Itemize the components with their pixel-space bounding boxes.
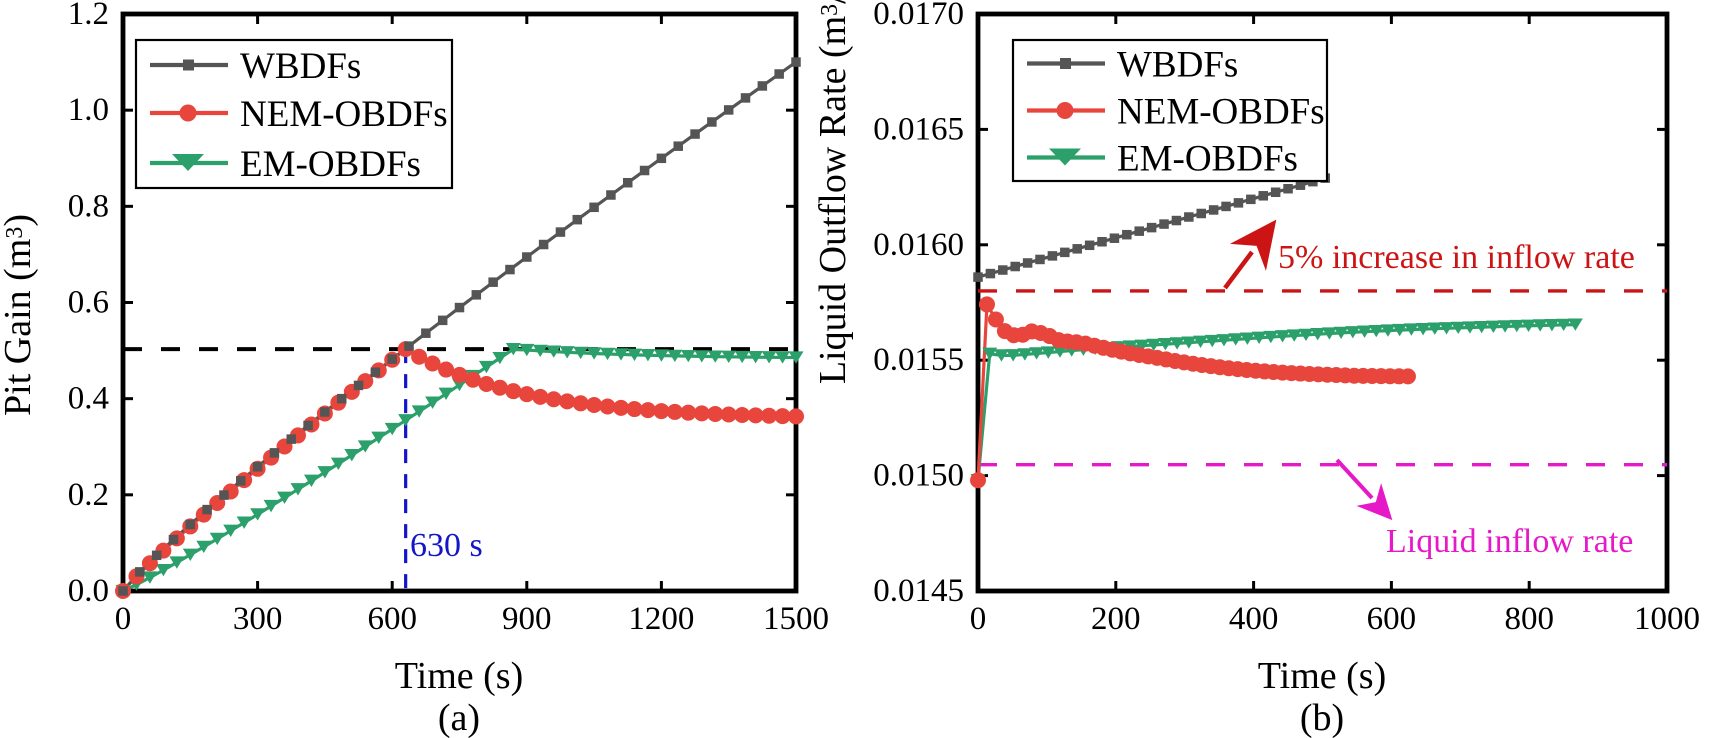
svg-text:NEM-OBDFs: NEM-OBDFs [240,94,448,135]
svg-text:0.0145: 0.0145 [873,573,964,609]
svg-text:0: 0 [115,601,132,637]
svg-text:0.2: 0.2 [68,477,109,513]
svg-text:300: 300 [233,601,283,637]
svg-text:0.0150: 0.0150 [873,458,964,494]
svg-text:Time (s): Time (s) [395,655,523,697]
svg-text:(b): (b) [1300,697,1344,738]
svg-text:EM-OBDFs: EM-OBDFs [240,144,421,185]
svg-text:NEM-OBDFs: NEM-OBDFs [1117,92,1325,133]
svg-text:600: 600 [1367,601,1417,637]
svg-text:1.0: 1.0 [68,92,109,128]
svg-text:1200: 1200 [628,601,694,637]
svg-text:0.0155: 0.0155 [873,342,964,378]
svg-text:WBDFs: WBDFs [240,46,361,87]
svg-text:5% increase in inflow rate: 5% increase in inflow rate [1278,239,1635,276]
svg-text:0.4: 0.4 [68,381,109,417]
svg-text:400: 400 [1229,601,1279,637]
svg-text:Time (s): Time (s) [1258,655,1386,697]
svg-text:0: 0 [970,601,987,637]
svg-text:200: 200 [1091,601,1141,637]
svg-text:0.0170: 0.0170 [873,0,964,32]
svg-text:WBDFs: WBDFs [1117,45,1238,86]
svg-text:0.8: 0.8 [68,188,109,224]
svg-text:0.6: 0.6 [68,285,109,321]
svg-text:0.0165: 0.0165 [873,111,964,147]
svg-text:900: 900 [502,601,552,637]
svg-text:1500: 1500 [763,601,829,637]
svg-text:800: 800 [1504,601,1554,637]
svg-text:Liquid inflow rate: Liquid inflow rate [1386,523,1633,560]
svg-text:0.0: 0.0 [68,573,109,609]
svg-text:600: 600 [367,601,417,637]
svg-text:Liquid Outflow Rate (m3/s): Liquid Outflow Rate (m3/s) [812,0,854,384]
svg-text:1.2: 1.2 [68,0,109,32]
svg-text:EM-OBDFs: EM-OBDFs [1117,139,1298,180]
svg-text:Pit Gain (m3): Pit Gain (m3) [0,214,39,416]
svg-text:630 s: 630 s [410,527,483,564]
svg-text:1000: 1000 [1634,601,1700,637]
svg-text:0.0160: 0.0160 [873,227,964,263]
svg-text:(a): (a) [438,697,480,738]
